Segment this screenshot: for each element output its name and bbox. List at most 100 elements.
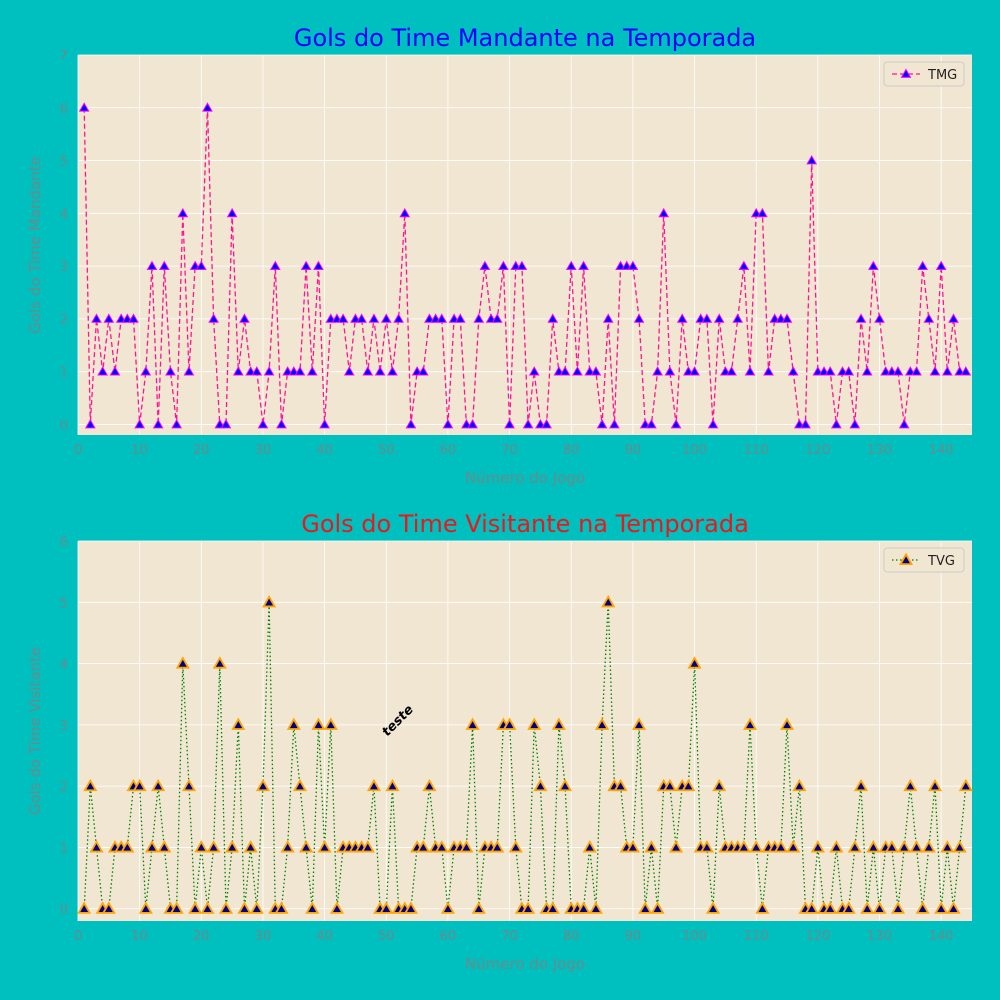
data-point (576, 901, 591, 914)
y-axis-label: Gols do Time Mandante (26, 156, 44, 333)
data-point (627, 260, 639, 270)
data-point (903, 778, 918, 792)
data-point (681, 778, 696, 792)
data-point (800, 418, 811, 429)
data-point (726, 366, 737, 376)
data-point (855, 313, 867, 323)
data-point (317, 840, 332, 853)
data-point (847, 840, 862, 853)
data-point (286, 717, 301, 730)
data-point (491, 313, 503, 323)
y-tick-label: 1 (60, 841, 68, 856)
y-tick-label: 3 (60, 719, 68, 734)
data-point (644, 840, 659, 853)
data-point (545, 901, 560, 914)
data-point (646, 418, 657, 429)
data-point (393, 313, 404, 323)
data-point (829, 840, 844, 853)
y-tick-label: 0 (60, 903, 68, 918)
x-tick-label: 140 (929, 929, 954, 944)
legend: TMG (883, 61, 965, 87)
data-point (757, 207, 768, 218)
data-point (823, 901, 838, 914)
data-point (707, 418, 719, 429)
data-point (713, 313, 725, 323)
data-point (596, 418, 608, 429)
data-point (177, 207, 189, 218)
data-point (337, 313, 349, 323)
data-point (175, 656, 190, 669)
data-point (454, 313, 466, 323)
x-tick-label: 0 (74, 443, 82, 458)
x-tick-label: 90 (625, 929, 642, 944)
data-point (387, 366, 398, 376)
data-point (311, 717, 326, 730)
data-point (206, 840, 221, 853)
data-point (625, 840, 640, 853)
x-tick-label: 50 (378, 443, 395, 458)
data-point (360, 840, 375, 853)
data-point (138, 901, 153, 914)
data-point (558, 778, 573, 792)
data-point (120, 840, 135, 853)
data-point (416, 840, 431, 853)
data-point (379, 901, 394, 914)
data-point (399, 207, 411, 218)
data-point (849, 418, 861, 429)
data-point (343, 366, 355, 376)
data-point (909, 840, 924, 853)
data-point (687, 656, 702, 669)
data-point (237, 901, 252, 914)
x-tick-label: 20 (193, 443, 210, 458)
data-point (319, 418, 330, 429)
y-tick-label: 5 (60, 596, 68, 611)
x-tick-label: 100 (682, 929, 707, 944)
data-point (705, 901, 721, 914)
data-point (276, 418, 287, 429)
data-point (263, 366, 275, 376)
data-point (232, 366, 244, 376)
data-point (212, 656, 227, 669)
data-point (183, 366, 195, 376)
chart-title: Gols do Time Visitante na Temporada (301, 510, 749, 538)
data-point (195, 260, 207, 270)
data-point (755, 901, 770, 914)
data-point (948, 313, 959, 323)
data-point (200, 901, 215, 914)
chart-2: 0 10 20 30 40 50 60 70 80 90 100 110 120 130 140 0 1 2 3 4 5… (26, 535, 973, 973)
data-point (78, 102, 90, 112)
data-point (226, 207, 238, 218)
data-point (504, 418, 515, 429)
data-point (251, 366, 263, 376)
x-tick-label: 30 (255, 443, 272, 458)
data-point (218, 901, 234, 914)
data-point (280, 840, 295, 853)
data-point (366, 778, 381, 792)
y-tick-label: 6 (60, 535, 68, 550)
x-tick-label: 110 (744, 443, 769, 458)
x-tick-label: 100 (682, 443, 707, 458)
y-tick-label: 1 (60, 366, 68, 381)
data-point (935, 260, 947, 270)
data-point (299, 840, 314, 853)
data-point (157, 840, 172, 853)
data-point (533, 778, 548, 792)
data-point (853, 778, 869, 792)
data-point (738, 260, 750, 270)
x-tick-label: 80 (563, 443, 580, 458)
data-point (923, 313, 935, 323)
data-point (502, 717, 517, 730)
data-point (582, 840, 597, 853)
data-point (861, 366, 873, 376)
x-axis-label: Número do Jogo (465, 469, 585, 487)
data-point (220, 418, 232, 429)
data-point (946, 901, 961, 914)
data-point (459, 840, 474, 853)
data-point (792, 778, 807, 792)
data-point (181, 778, 197, 792)
data-point (670, 418, 682, 429)
y-tick-label: 6 (60, 102, 68, 117)
data-point (732, 313, 744, 323)
data-point (473, 313, 485, 323)
x-tick-label: 30 (255, 929, 272, 944)
